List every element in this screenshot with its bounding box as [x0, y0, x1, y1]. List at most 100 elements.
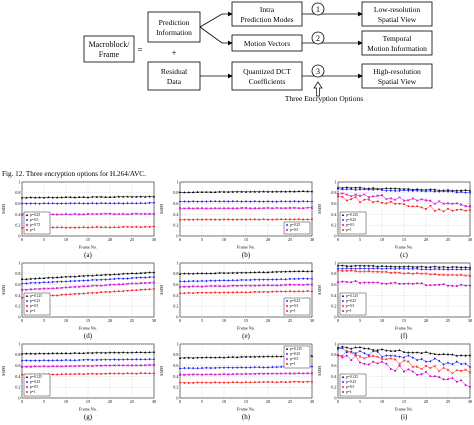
data-point [354, 193, 357, 196]
data-point [371, 270, 375, 273]
data-point [253, 284, 257, 287]
data-point [311, 290, 313, 293]
x-axis-label: Frame No. [395, 407, 413, 412]
ssim-plot-f: 0 5 10 15 20 25 30 0 0.2 0.4 0.6 0.8 1 Frame No. SSIM p… [317, 260, 472, 330]
data-point [367, 264, 370, 267]
data-point [108, 212, 112, 216]
data-point [372, 186, 375, 189]
data-point [306, 372, 309, 375]
legend-box [339, 211, 367, 235]
data-point [86, 279, 90, 282]
data-point [424, 189, 428, 193]
data-point [244, 372, 248, 376]
data-point [213, 206, 217, 210]
data-point [73, 358, 76, 362]
data-point [407, 271, 410, 275]
data-point [117, 283, 121, 286]
data-point [214, 199, 217, 203]
data-point [205, 284, 208, 288]
temporal-label-2: Motion Information [367, 44, 427, 53]
data-point [56, 294, 59, 297]
data-point [104, 290, 107, 293]
data-point [113, 226, 116, 229]
data-point [113, 358, 116, 361]
data-point [266, 355, 270, 358]
data-point [464, 284, 467, 287]
data-point [196, 381, 199, 384]
legend-marker [341, 385, 345, 389]
data-point [77, 285, 81, 289]
data-point [20, 202, 24, 205]
x-tick-label: 10 [380, 318, 384, 323]
data-point [183, 292, 186, 295]
data-point [446, 353, 450, 356]
legend-entry: p=0.25 [346, 218, 356, 222]
data-point [236, 218, 239, 221]
data-point [77, 364, 81, 368]
y-tick-label: 0.4 [331, 293, 337, 298]
data-point [205, 190, 208, 193]
ssim-plot-c: 0 5 10 15 20 25 30 0 0.2 0.4 0.6 0.8 1 Frame No. SSIM p… [317, 179, 472, 249]
x-tick-label: 20 [108, 399, 112, 404]
y-tick-label: 0.2 [331, 385, 336, 390]
ssim-plot-h: 0 5 10 15 20 25 30 0 0.2 0.4 0.6 0.8 1 Frame No. SSIM p… [159, 341, 314, 411]
data-point [135, 202, 138, 205]
data-point [95, 195, 98, 198]
data-point [187, 200, 190, 203]
legend-entry: p=0.25 [30, 380, 40, 384]
data-point [438, 283, 441, 286]
legend-entry: p=0.5 [290, 357, 299, 361]
ssim-plot-b: 0 5 10 15 20 25 30 0 0.2 0.4 0.6 0.8 1 Frame No. SSIM p… [159, 179, 314, 249]
data-point [236, 381, 239, 384]
data-point [310, 365, 314, 368]
data-point [306, 289, 309, 292]
x-tick-label: 5 [359, 399, 361, 404]
data-point [446, 268, 450, 271]
x-tick-label: 15 [86, 318, 90, 323]
data-point [82, 351, 85, 355]
data-point [442, 378, 445, 381]
data-point [113, 372, 116, 375]
legend-marker [341, 304, 345, 308]
macroblock-label-1: Macroblock/ [89, 40, 131, 49]
series-4 [337, 354, 471, 388]
data-point [306, 270, 309, 273]
data-point [82, 292, 85, 295]
data-point [271, 190, 274, 193]
data-point [271, 355, 274, 358]
data-point [231, 372, 235, 376]
data-point [227, 271, 230, 274]
data-point [73, 364, 77, 368]
data-point [139, 226, 142, 229]
data-point [240, 190, 243, 193]
data-point [289, 381, 291, 384]
y-tick-label: 0.6 [331, 282, 336, 287]
x-tick-label: 5 [43, 399, 45, 404]
data-point [289, 218, 291, 221]
y-tick-label: 0 [18, 314, 20, 319]
data-point [275, 290, 278, 293]
data-point [200, 285, 204, 288]
data-point [42, 365, 46, 368]
data-point [213, 284, 217, 288]
data-point [109, 290, 111, 293]
data-point [429, 188, 432, 191]
data-point [122, 272, 125, 275]
data-point [433, 272, 437, 276]
data-point [302, 269, 305, 273]
data-point [196, 373, 199, 376]
data-point [51, 287, 55, 290]
data-point [297, 218, 300, 221]
data-point [60, 351, 63, 355]
data-point [425, 370, 427, 373]
data-point [191, 207, 195, 210]
data-point [55, 286, 59, 290]
data-point [178, 356, 182, 359]
data-point [266, 366, 270, 369]
y-tick-label: 0.8 [15, 271, 20, 276]
data-point [253, 355, 256, 358]
data-point [416, 187, 419, 190]
data-point [235, 372, 239, 376]
x-tick-label: 15 [402, 237, 406, 242]
data-point [20, 288, 24, 292]
